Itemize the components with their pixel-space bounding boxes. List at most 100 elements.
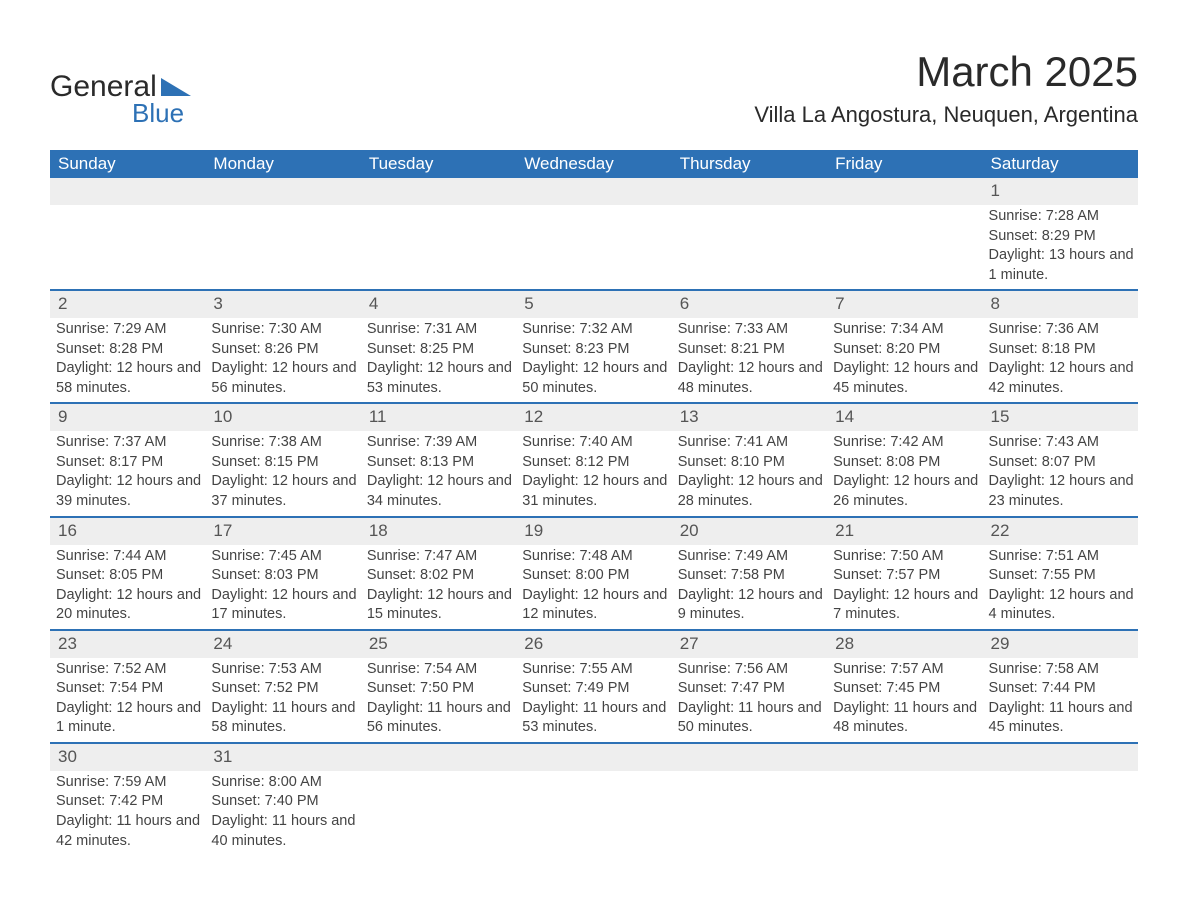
daylight-text: Daylight: 12 hours and 42 minutes. — [989, 359, 1138, 398]
sunrise-text: Sunrise: 7:39 AM — [367, 433, 516, 453]
day-content: Sunrise: 8:00 AMSunset: 7:40 PMDaylight:… — [205, 771, 360, 855]
weekday-header: Tuesday — [361, 150, 516, 178]
daylight-text: Daylight: 11 hours and 45 minutes. — [989, 699, 1138, 738]
day-content: Sunrise: 7:30 AMSunset: 8:26 PMDaylight:… — [205, 318, 360, 402]
day-content: Sunrise: 7:49 AMSunset: 7:58 PMDaylight:… — [672, 545, 827, 629]
sunset-text: Sunset: 8:08 PM — [833, 453, 982, 473]
calendar-header-row: SundayMondayTuesdayWednesdayThursdayFrid… — [50, 150, 1138, 178]
day-number: 7 — [827, 289, 982, 318]
daylight-text: Daylight: 11 hours and 53 minutes. — [522, 699, 671, 738]
sunrise-text: Sunrise: 7:31 AM — [367, 320, 516, 340]
day-content: Sunrise: 7:47 AMSunset: 8:02 PMDaylight:… — [361, 545, 516, 629]
sunrise-text: Sunrise: 7:40 AM — [522, 433, 671, 453]
day-content — [361, 205, 516, 211]
calendar-day-cell: 5Sunrise: 7:32 AMSunset: 8:23 PMDaylight… — [516, 289, 671, 402]
day-content — [672, 771, 827, 777]
sunset-text: Sunset: 7:54 PM — [56, 679, 205, 699]
day-content: Sunrise: 7:39 AMSunset: 8:13 PMDaylight:… — [361, 431, 516, 515]
sunrise-text: Sunrise: 7:47 AM — [367, 547, 516, 567]
day-number: 25 — [361, 629, 516, 658]
day-content: Sunrise: 7:43 AMSunset: 8:07 PMDaylight:… — [983, 431, 1138, 515]
sunset-text: Sunset: 8:21 PM — [678, 340, 827, 360]
day-number: . — [50, 178, 205, 205]
logo-triangle-icon — [161, 74, 191, 101]
sunset-text: Sunset: 8:17 PM — [56, 453, 205, 473]
daylight-text: Daylight: 12 hours and 48 minutes. — [678, 359, 827, 398]
calendar-day-cell: . — [205, 178, 360, 289]
daylight-text: Daylight: 12 hours and 26 minutes. — [833, 472, 982, 511]
day-number: 2 — [50, 289, 205, 318]
day-content — [516, 771, 671, 777]
sunrise-text: Sunrise: 7:49 AM — [678, 547, 827, 567]
day-number: 22 — [983, 516, 1138, 545]
calendar-day-cell: 23Sunrise: 7:52 AMSunset: 7:54 PMDayligh… — [50, 629, 205, 742]
day-number: 12 — [516, 402, 671, 431]
calendar-day-cell: . — [50, 178, 205, 289]
day-content — [827, 205, 982, 211]
day-content: Sunrise: 7:59 AMSunset: 7:42 PMDaylight:… — [50, 771, 205, 855]
day-content: Sunrise: 7:53 AMSunset: 7:52 PMDaylight:… — [205, 658, 360, 742]
sunrise-text: Sunrise: 7:51 AM — [989, 547, 1138, 567]
sunset-text: Sunset: 8:05 PM — [56, 566, 205, 586]
day-content: Sunrise: 7:51 AMSunset: 7:55 PMDaylight:… — [983, 545, 1138, 629]
day-content — [205, 205, 360, 211]
daylight-text: Daylight: 11 hours and 48 minutes. — [833, 699, 982, 738]
sunrise-text: Sunrise: 7:36 AM — [989, 320, 1138, 340]
day-content: Sunrise: 7:42 AMSunset: 8:08 PMDaylight:… — [827, 431, 982, 515]
sunset-text: Sunset: 8:02 PM — [367, 566, 516, 586]
day-number: 30 — [50, 742, 205, 771]
title-block: March 2025 Villa La Angostura, Neuquen, … — [754, 40, 1138, 132]
sunrise-text: Sunrise: 7:33 AM — [678, 320, 827, 340]
sunrise-text: Sunrise: 7:41 AM — [678, 433, 827, 453]
day-number: 19 — [516, 516, 671, 545]
calendar-week-row: 2Sunrise: 7:29 AMSunset: 8:28 PMDaylight… — [50, 289, 1138, 402]
day-number: 26 — [516, 629, 671, 658]
daylight-text: Daylight: 11 hours and 40 minutes. — [211, 812, 360, 851]
sunset-text: Sunset: 8:25 PM — [367, 340, 516, 360]
calendar-week-row: 23Sunrise: 7:52 AMSunset: 7:54 PMDayligh… — [50, 629, 1138, 742]
daylight-text: Daylight: 12 hours and 56 minutes. — [211, 359, 360, 398]
calendar-day-cell: 12Sunrise: 7:40 AMSunset: 8:12 PMDayligh… — [516, 402, 671, 515]
sunrise-text: Sunrise: 7:52 AM — [56, 660, 205, 680]
day-content: Sunrise: 7:33 AMSunset: 8:21 PMDaylight:… — [672, 318, 827, 402]
sunrise-text: Sunrise: 7:43 AM — [989, 433, 1138, 453]
sunrise-text: Sunrise: 7:37 AM — [56, 433, 205, 453]
calendar-day-cell: 4Sunrise: 7:31 AMSunset: 8:25 PMDaylight… — [361, 289, 516, 402]
calendar-week-row: 30Sunrise: 7:59 AMSunset: 7:42 PMDayligh… — [50, 742, 1138, 855]
daylight-text: Daylight: 12 hours and 39 minutes. — [56, 472, 205, 511]
sunset-text: Sunset: 7:42 PM — [56, 792, 205, 812]
sunset-text: Sunset: 8:29 PM — [989, 227, 1138, 247]
day-number: 13 — [672, 402, 827, 431]
day-number: 11 — [361, 402, 516, 431]
sunset-text: Sunset: 7:45 PM — [833, 679, 982, 699]
location-subtitle: Villa La Angostura, Neuquen, Argentina — [754, 102, 1138, 128]
day-number: . — [516, 178, 671, 205]
sunset-text: Sunset: 7:55 PM — [989, 566, 1138, 586]
sunrise-text: Sunrise: 7:54 AM — [367, 660, 516, 680]
sunrise-text: Sunrise: 7:56 AM — [678, 660, 827, 680]
sunset-text: Sunset: 8:23 PM — [522, 340, 671, 360]
daylight-text: Daylight: 12 hours and 7 minutes. — [833, 586, 982, 625]
sunset-text: Sunset: 7:52 PM — [211, 679, 360, 699]
calendar-day-cell: 15Sunrise: 7:43 AMSunset: 8:07 PMDayligh… — [983, 402, 1138, 515]
day-content: Sunrise: 7:38 AMSunset: 8:15 PMDaylight:… — [205, 431, 360, 515]
calendar-day-cell: 7Sunrise: 7:34 AMSunset: 8:20 PMDaylight… — [827, 289, 982, 402]
daylight-text: Daylight: 12 hours and 31 minutes. — [522, 472, 671, 511]
weekday-header: Sunday — [50, 150, 205, 178]
sunset-text: Sunset: 8:13 PM — [367, 453, 516, 473]
day-content: Sunrise: 7:36 AMSunset: 8:18 PMDaylight:… — [983, 318, 1138, 402]
calendar-day-cell: 9Sunrise: 7:37 AMSunset: 8:17 PMDaylight… — [50, 402, 205, 515]
weekday-header: Thursday — [672, 150, 827, 178]
daylight-text: Daylight: 12 hours and 37 minutes. — [211, 472, 360, 511]
sunrise-text: Sunrise: 7:53 AM — [211, 660, 360, 680]
daylight-text: Daylight: 12 hours and 53 minutes. — [367, 359, 516, 398]
page: General Blue March 2025 Villa La Angostu… — [0, 0, 1188, 918]
calendar-day-cell: . — [983, 742, 1138, 855]
day-content: Sunrise: 7:28 AMSunset: 8:29 PMDaylight:… — [983, 205, 1138, 289]
weekday-header: Wednesday — [516, 150, 671, 178]
calendar-day-cell: 13Sunrise: 7:41 AMSunset: 8:10 PMDayligh… — [672, 402, 827, 515]
daylight-text: Daylight: 12 hours and 20 minutes. — [56, 586, 205, 625]
daylight-text: Daylight: 11 hours and 58 minutes. — [211, 699, 360, 738]
calendar-day-cell: 3Sunrise: 7:30 AMSunset: 8:26 PMDaylight… — [205, 289, 360, 402]
day-content: Sunrise: 7:37 AMSunset: 8:17 PMDaylight:… — [50, 431, 205, 515]
